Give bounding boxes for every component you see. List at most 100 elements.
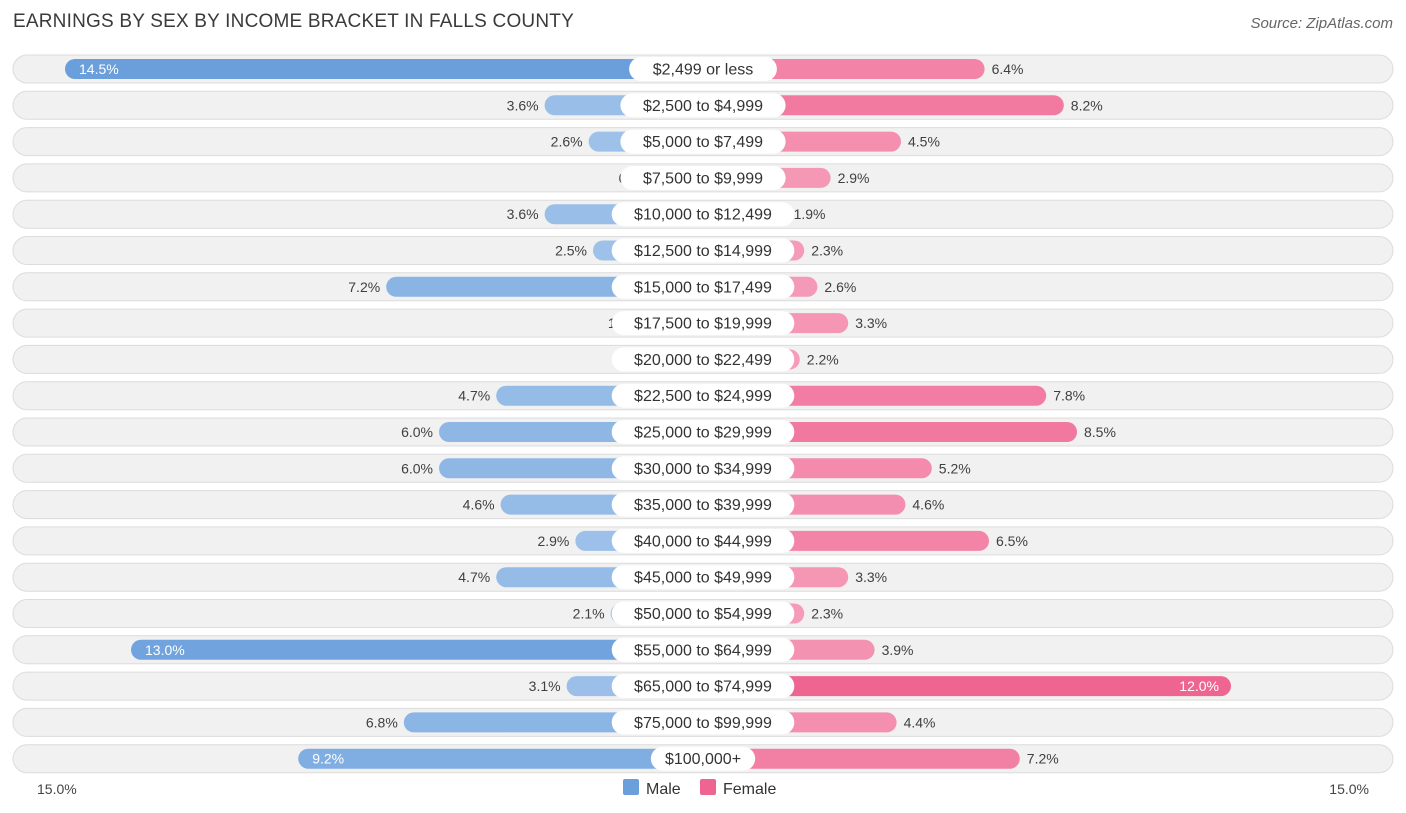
legend: Male Female bbox=[623, 779, 776, 798]
category-pill bbox=[611, 347, 795, 372]
value-label-female: 4.5% bbox=[908, 134, 940, 150]
chart-row: 2.9% 6.5% $40,000 to $44,999 bbox=[12, 526, 1394, 556]
value-label-male: 2.6% bbox=[551, 134, 583, 150]
value-label-male: 6.0% bbox=[401, 460, 433, 476]
category-pill bbox=[611, 238, 795, 263]
value-label-male: 3.6% bbox=[507, 97, 539, 113]
value-label-female: 3.3% bbox=[855, 569, 887, 585]
source-note: Source: ZipAtlas.com bbox=[1250, 15, 1393, 32]
category-pill bbox=[650, 746, 756, 771]
legend-label-male: Male bbox=[646, 781, 681, 798]
category-pill bbox=[611, 383, 795, 408]
category-label: $55,000 to $64,999 bbox=[634, 642, 772, 659]
value-label-female: 6.5% bbox=[996, 533, 1028, 549]
value-label-female: 8.5% bbox=[1084, 424, 1116, 440]
category-label: $35,000 to $39,999 bbox=[634, 497, 772, 514]
value-label-female: 4.4% bbox=[904, 714, 936, 730]
value-label-male: 13.0% bbox=[145, 642, 185, 658]
category-label: $75,000 to $99,999 bbox=[634, 715, 772, 732]
value-label-female: 2.3% bbox=[811, 606, 843, 622]
axis-label-left: 15.0% bbox=[37, 781, 77, 797]
chart-row: 2.6% 4.5% $5,000 to $7,499 bbox=[12, 127, 1394, 157]
value-label-female: 4.6% bbox=[912, 497, 944, 513]
bar-male[interactable] bbox=[65, 59, 703, 79]
category-pill bbox=[611, 674, 795, 699]
category-label: $7,500 to $9,999 bbox=[643, 170, 763, 187]
category-label: $65,000 to $74,999 bbox=[634, 679, 772, 696]
category-pill bbox=[611, 637, 795, 662]
category-label: $5,000 to $7,499 bbox=[643, 134, 763, 151]
category-label: $20,000 to $22,499 bbox=[634, 352, 772, 369]
category-pill bbox=[629, 57, 777, 81]
chart-row: 2.1% 2.3% $50,000 to $54,999 bbox=[12, 599, 1394, 628]
category-label: $30,000 to $34,999 bbox=[634, 461, 772, 478]
value-label-female: 2.9% bbox=[838, 170, 870, 186]
chart-row: 14.5% 6.4% $2,499 or less bbox=[12, 54, 1394, 84]
bar-female[interactable] bbox=[703, 95, 1064, 116]
chart-row: 0.88%2.9%$7,500 to $9,999 bbox=[12, 163, 1394, 193]
category-label: $12,500 to $14,999 bbox=[634, 243, 772, 260]
legend-swatch-male bbox=[623, 779, 639, 795]
category-pill bbox=[611, 565, 795, 590]
bar-female[interactable] bbox=[703, 676, 1231, 697]
value-label-female: 3.3% bbox=[855, 315, 887, 331]
value-label-female: 2.3% bbox=[811, 243, 843, 259]
value-label-male: 2.5% bbox=[555, 243, 587, 259]
legend-label-female: Female bbox=[723, 781, 776, 798]
chart-row: 3.1% 12.0% $65,000 to $74,999 bbox=[12, 671, 1394, 701]
value-label-male: 3.1% bbox=[529, 678, 561, 694]
category-pill bbox=[611, 710, 795, 735]
chart-row: 7.2% 2.6% $15,000 to $17,499 bbox=[12, 272, 1394, 302]
value-label-male: 6.0% bbox=[401, 424, 433, 440]
category-pill bbox=[611, 528, 795, 553]
value-label-male: 3.6% bbox=[507, 206, 539, 222]
value-label-female: 8.2% bbox=[1071, 97, 1103, 113]
axis-label-right: 15.0% bbox=[1329, 781, 1369, 797]
chart-row: 2.5% 2.3% $12,500 to $14,999 bbox=[12, 236, 1394, 265]
value-label-male: 14.5% bbox=[79, 61, 119, 77]
bar-male[interactable] bbox=[298, 748, 703, 769]
value-label-female: 12.0% bbox=[1179, 678, 1219, 694]
chart-row: 6.0% 8.5% $25,000 to $29,999 bbox=[12, 417, 1394, 447]
category-pill bbox=[611, 311, 795, 336]
value-label-female: 1.9% bbox=[794, 206, 826, 222]
chart-row: 0.77%2.2%$20,000 to $22,499 bbox=[12, 344, 1394, 374]
category-label: $22,500 to $24,999 bbox=[634, 388, 772, 405]
category-pill bbox=[611, 601, 795, 626]
category-pill bbox=[620, 93, 786, 118]
value-label-female: 2.6% bbox=[824, 279, 856, 295]
value-label-female: 7.8% bbox=[1053, 388, 1085, 404]
chart-row: 6.8% 4.4% $75,000 to $99,999 bbox=[12, 707, 1394, 737]
value-label-male: 2.9% bbox=[537, 533, 569, 549]
bar-female[interactable] bbox=[703, 422, 1077, 442]
chart-row: 4.7% 7.8% $22,500 to $24,999 bbox=[12, 381, 1394, 411]
value-label-female: 3.9% bbox=[882, 642, 914, 658]
bar-male[interactable] bbox=[131, 639, 703, 660]
value-label-female: 2.2% bbox=[807, 351, 839, 367]
category-label: $40,000 to $44,999 bbox=[634, 533, 772, 550]
value-label-female: 6.4% bbox=[992, 61, 1024, 77]
category-label: $100,000+ bbox=[665, 751, 741, 768]
value-label-male: 4.7% bbox=[458, 569, 490, 585]
category-pill bbox=[611, 492, 795, 517]
bar-female[interactable] bbox=[703, 748, 1020, 769]
value-label-male: 9.2% bbox=[312, 751, 344, 767]
chart-title: EARNINGS BY SEX BY INCOME BRACKET IN FAL… bbox=[13, 11, 574, 32]
category-label: $50,000 to $54,999 bbox=[634, 606, 772, 623]
value-label-male: 6.8% bbox=[366, 714, 398, 730]
category-pill bbox=[620, 129, 786, 154]
category-label: $15,000 to $17,499 bbox=[634, 279, 772, 296]
chart-row: 3.6% 1.9% $10,000 to $12,499 bbox=[12, 199, 1394, 229]
value-label-male: 2.1% bbox=[573, 606, 605, 622]
category-label: $2,500 to $4,999 bbox=[643, 98, 763, 115]
category-pill bbox=[611, 202, 795, 227]
chart-row: 13.0% 3.9% $55,000 to $64,999 bbox=[12, 635, 1394, 665]
chart-row: 9.2% 7.2% $100,000+ bbox=[12, 744, 1394, 774]
category-label: $25,000 to $29,999 bbox=[634, 425, 772, 442]
category-label: $17,500 to $19,999 bbox=[634, 316, 772, 333]
category-pill bbox=[611, 456, 795, 481]
category-pill bbox=[611, 274, 795, 299]
value-label-female: 5.2% bbox=[939, 460, 971, 476]
category-label: $10,000 to $12,499 bbox=[634, 207, 772, 224]
